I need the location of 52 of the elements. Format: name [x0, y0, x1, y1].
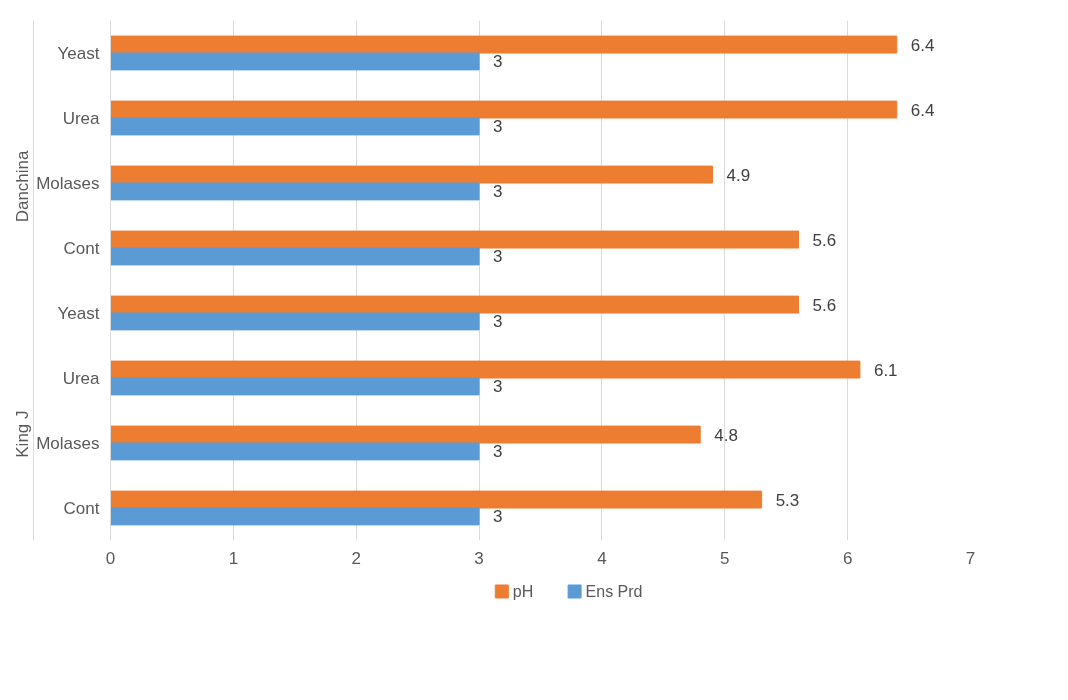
x-tick-label: 1: [228, 548, 239, 568]
bar: [110, 182, 480, 201]
x-tick-label: 3: [474, 548, 484, 568]
legend-label: pH: [512, 583, 534, 600]
bar: [110, 442, 480, 461]
bar: [110, 230, 799, 249]
data-label: 3: [493, 442, 503, 462]
y-tick-label: Molases: [36, 433, 100, 453]
data-label: 3: [493, 52, 503, 72]
y-tick-label: Yeast: [57, 303, 100, 323]
data-label: 5.3: [775, 490, 800, 510]
bar: [110, 360, 861, 379]
bar: [110, 52, 480, 71]
bar: [110, 490, 763, 509]
y-tick-label: Urea: [62, 108, 101, 128]
x-tick-label: 4: [597, 548, 607, 568]
data-label: 5.6: [812, 230, 837, 250]
bar: [110, 35, 898, 54]
text: King J: [13, 410, 32, 458]
y-tick-label: Cont: [63, 238, 100, 258]
bar: [110, 312, 480, 331]
y-tick-label: Urea: [62, 368, 101, 388]
bar: [110, 295, 799, 314]
bar: [110, 117, 480, 136]
bar: [110, 507, 480, 526]
legend-label: Ens Prd: [585, 583, 643, 600]
data-label: 3: [493, 507, 503, 527]
data-label: 4.8: [714, 425, 738, 445]
data-label: 3: [493, 182, 503, 202]
x-tick-label: 2: [351, 548, 361, 568]
y-tick-label: Yeast: [57, 43, 100, 63]
x-tick-label: 6: [842, 548, 853, 568]
x-tick-label: 7: [965, 548, 976, 568]
data-label: 5.6: [812, 295, 837, 315]
data-label: 3: [493, 377, 503, 397]
y-tick-label: Molases: [36, 173, 100, 193]
bar: [110, 247, 480, 266]
text: Danchina: [13, 149, 32, 223]
data-label: 6.4: [910, 100, 935, 120]
y-tick-label: Cont: [63, 498, 100, 518]
data-label: 3: [493, 117, 503, 137]
data-label: 4.9: [726, 165, 751, 185]
data-label: 3: [493, 312, 503, 332]
x-tick-label: 0: [105, 548, 116, 568]
bar: [110, 425, 701, 444]
x-tick-label: 5: [720, 548, 730, 568]
data-label: 3: [493, 247, 503, 267]
bar: [110, 165, 713, 184]
bar: [110, 377, 480, 396]
data-label: 6.4: [910, 35, 935, 55]
bar: [110, 100, 898, 119]
data-label: 6.1: [873, 360, 898, 380]
